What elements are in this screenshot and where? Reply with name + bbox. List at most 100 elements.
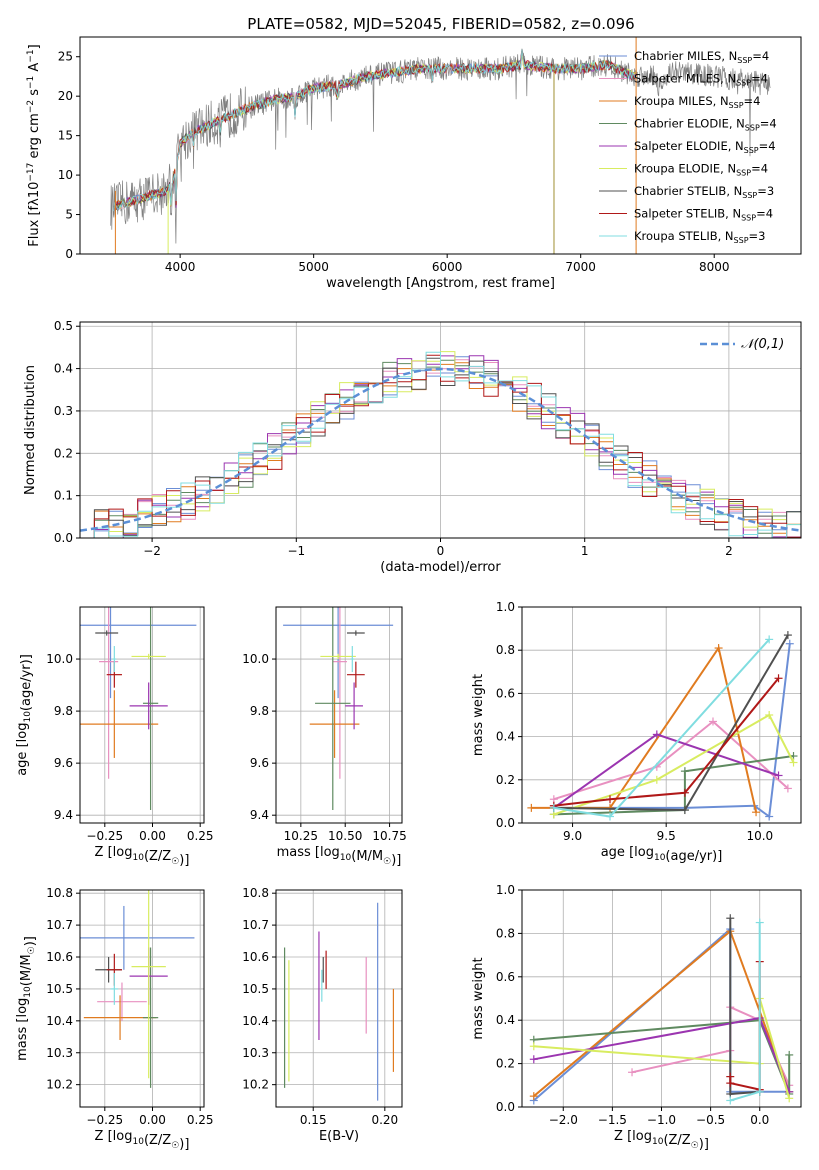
residual-histogram-8: [80, 351, 801, 538]
y-tick-label: 10.0: [242, 652, 269, 666]
weight-marker: [549, 803, 558, 812]
x-tick-label: 0.25: [187, 1113, 214, 1127]
x-tick-label: 4000: [165, 260, 196, 274]
y-tick-label: 10.6: [242, 950, 269, 964]
panel-age-vs-Z: −0.25 0.00 0.25 9.4 9.6 9.8 10.0 Z [log10(Z/Z☉)…: [15, 606, 214, 868]
plot-area: [283, 607, 394, 810]
weight-marker: [785, 1094, 794, 1103]
data-point-7: [346, 661, 365, 688]
data-point-3: [142, 607, 159, 810]
y-tick-label: 0.2: [496, 1057, 515, 1071]
y-tick-label: 9.6: [54, 756, 73, 770]
y-tick-label: 10.4: [242, 1014, 269, 1028]
data-point-0: [80, 607, 197, 699]
y-tick-label: 25: [58, 50, 73, 64]
data-point-4: [129, 682, 168, 730]
y-axis-label: Flux [fλ10−17 erg cm−2 s−1 A−1]: [26, 44, 42, 246]
legend-entry: Salpeter STELIB, NSSP=4: [634, 207, 773, 223]
x-tick-label: 0: [437, 544, 445, 558]
weight-series-2: [527, 644, 761, 817]
x-tick-label: 10.50: [328, 829, 362, 843]
x-tick-label: 6000: [432, 260, 463, 274]
y-tick-label: 10.2: [46, 1078, 73, 1092]
x-axis-label: mass [log10(M/M☉)]: [277, 845, 402, 868]
x-tick-label: −0.5: [696, 1113, 725, 1127]
y-axis-label: mass weight: [471, 674, 486, 756]
weight-marker: [529, 1042, 538, 1051]
legend-entry: Chabrier ELODIE, NSSP=4: [634, 117, 777, 133]
x-tick-label: 0.20: [371, 1113, 398, 1127]
axes-frame: [275, 889, 403, 1108]
residual-histogram-5: [80, 351, 801, 538]
weight-marker: [708, 717, 717, 726]
weight-marker: [783, 631, 792, 640]
x-axis-label: wavelength [Angstrom, rest frame]: [326, 276, 555, 291]
x-axis-label: Z [log10(Z/Z☉)]: [614, 1129, 709, 1152]
weight-marker: [755, 918, 764, 927]
data-point-8: [110, 972, 119, 1005]
data-point-1: [99, 607, 119, 779]
y-tick-label: 0.2: [54, 446, 73, 460]
panel-spectrum: 4000 5000 6000 7000 8000 0 5 10 15 20 25 wavelength…: [26, 36, 802, 291]
panel-weight-vs-age: 9.0 9.5 10.0 0.0 0.2 0.4 0.6 0.8 1.0 age [log10(a…: [471, 600, 802, 864]
weight-marker: [726, 1096, 735, 1105]
weight-marker: [529, 1092, 538, 1101]
weight-line: [553, 677, 780, 807]
weight-marker: [680, 806, 689, 815]
data-point-6: [346, 630, 365, 636]
legend-entry: Kroupa ELODIE, NSSP=4: [634, 162, 768, 178]
x-tick-label: 0.00: [139, 829, 166, 843]
weight-marker: [606, 812, 615, 821]
x-tick-label: −1: [287, 544, 305, 558]
y-tick-label: 10.6: [46, 950, 73, 964]
data-point-1: [97, 982, 147, 1021]
plot-area: [80, 351, 801, 538]
panel-mass-vs-ebv: 0.15 0.20 10.2 10.3 10.4 10.5 10.6 10.7 10.8 E(B-…: [242, 886, 403, 1144]
weight-marker: [628, 1068, 637, 1077]
x-tick-label: 7000: [565, 260, 596, 274]
plot-area: [529, 914, 794, 1105]
y-tick-label: 0.4: [54, 362, 73, 376]
legend-entry: Chabrier STELIB, NSSP=3: [634, 184, 774, 200]
x-tick-label: 5000: [298, 260, 329, 274]
y-tick-label: 0.3: [54, 404, 73, 418]
x-axis-label: (data-model)/error: [380, 560, 501, 575]
x-tick-label: 0.25: [187, 829, 214, 843]
y-tick-label: 0.5: [54, 319, 73, 333]
y-tick-label: 10.8: [242, 886, 269, 900]
axes-frame: [521, 606, 802, 824]
x-axis-label: Z [log10(Z/Z☉)]: [95, 1129, 190, 1152]
weight-series-8: [726, 918, 764, 1105]
y-tick-label: 9.8: [54, 704, 73, 718]
y-tick-label: 0.6: [496, 686, 515, 700]
weight-marker: [783, 784, 792, 793]
x-tick-label: 0.00: [139, 1113, 166, 1127]
y-tick-label: 0.2: [496, 773, 515, 787]
data-point-2: [309, 690, 360, 758]
weight-marker: [765, 711, 774, 719]
x-tick-label: −2: [143, 544, 161, 558]
legend-entry: Chabrier MILES, NSSP=4: [634, 49, 769, 65]
x-tick-label: 10.75: [372, 829, 406, 843]
y-tick-label: 10.7: [242, 918, 269, 932]
weight-series-7: [726, 957, 764, 1094]
legend-entry: 𝒩(0,1): [741, 337, 784, 352]
weight-marker: [652, 775, 661, 784]
y-tick-label: 1.0: [496, 600, 515, 614]
weight-marker: [726, 914, 735, 923]
y-tick-label: 0: [65, 247, 73, 261]
y-tick-label: 0.1: [54, 489, 73, 503]
weight-marker: [785, 639, 794, 648]
weight-line: [553, 720, 789, 801]
weight-marker: [726, 1079, 735, 1088]
weight-line: [553, 643, 791, 819]
panel-residuals: −2 −1 0 1 2 0.0 0.1 0.2 0.3 0.4 0.5 (data-model)/er…: [23, 319, 802, 575]
model-spectrum-line: [112, 49, 636, 212]
plot-area: [110, 37, 771, 254]
data-point-2: [80, 690, 159, 758]
x-tick-label: 8000: [699, 260, 730, 274]
weight-marker: [606, 795, 615, 804]
y-tick-label: 10.2: [242, 1078, 269, 1092]
x-tick-label: −2.0: [549, 1113, 578, 1127]
y-tick-label: 10.3: [242, 1046, 269, 1060]
